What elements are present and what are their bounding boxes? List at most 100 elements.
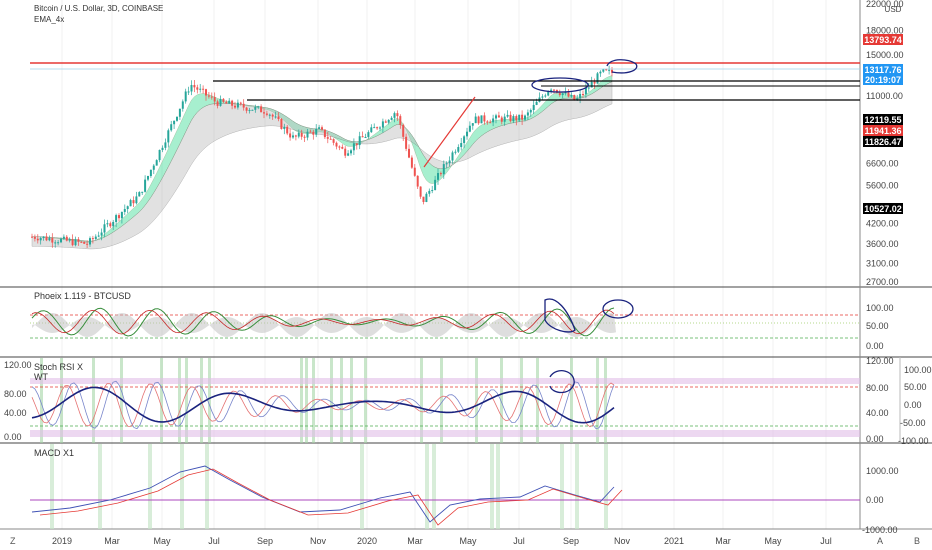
time-axis[interactable]: 2019 Mar May Jul Sep Nov 2020 Mar May Jul Sep Nov 20…	[52, 536, 832, 546]
candle-body	[193, 85, 196, 88]
candle-body	[300, 132, 303, 137]
candle-body	[396, 113, 399, 117]
candle-body	[138, 192, 141, 197]
candle-body	[358, 136, 361, 146]
price-badge	[863, 203, 903, 214]
signal-bar	[40, 358, 43, 443]
candle-body	[147, 176, 149, 180]
price-pane[interactable]	[30, 59, 860, 250]
price-badge-label: 11826.47	[864, 137, 901, 147]
candle-body	[466, 131, 468, 137]
candle-body	[570, 95, 573, 97]
candle-body	[228, 100, 231, 104]
candle-body	[109, 223, 112, 227]
candle-body	[564, 92, 567, 94]
candle-body	[535, 101, 538, 105]
candle-body	[216, 101, 219, 106]
candle-body	[422, 196, 425, 202]
candle-body	[347, 153, 350, 156]
candle-body	[207, 95, 210, 97]
candle-body	[373, 127, 376, 129]
macd-signal-bar	[98, 444, 102, 529]
phoenix-axis-50: 50.00	[866, 321, 889, 331]
candle-body	[550, 89, 553, 92]
candle-body	[196, 87, 199, 90]
candle-body	[445, 163, 448, 165]
trend-line	[423, 96, 476, 168]
candle-body	[173, 120, 176, 125]
candle-body	[286, 126, 289, 134]
time-tick-label: 2020	[357, 536, 377, 546]
candle-body	[158, 149, 161, 161]
candle-body	[48, 238, 51, 241]
candle-body	[526, 112, 529, 116]
wt-axis-minus-100: -100.00	[898, 436, 929, 446]
signal-bar	[536, 358, 539, 443]
candle-body	[170, 124, 173, 131]
price-axis[interactable]: 22000.00 18000.00 15000.00 11000.00 6600.00 5…	[866, 0, 904, 287]
candle-body	[149, 169, 152, 177]
macd-signal-bar	[560, 444, 564, 529]
macd-axis-1000: 1000.00	[866, 466, 899, 476]
stoch-right-axis-120: 120.00	[866, 356, 894, 366]
candle-body	[495, 115, 497, 119]
time-tick-label: 2019	[52, 536, 72, 546]
candle-body	[402, 124, 405, 137]
stoch-right-axis-40: 40.00	[866, 408, 889, 418]
candle-body	[579, 93, 582, 99]
candle-body	[399, 116, 402, 125]
signal-bar	[520, 358, 523, 443]
auto-scale-button[interactable]: A	[877, 536, 883, 546]
price-tick-label: 2700.00	[866, 277, 899, 287]
phoenix-axis-0: 0.00	[866, 341, 884, 351]
candles	[31, 65, 613, 248]
candle-body	[584, 87, 587, 95]
phoenix-axis-100: 100.00	[866, 303, 894, 313]
candle-body	[248, 109, 251, 111]
signal-bar	[305, 358, 308, 443]
zoom-reset-button[interactable]: Z	[10, 536, 16, 546]
candle-body	[390, 117, 393, 120]
candle-body	[506, 114, 509, 117]
candle-body	[318, 127, 321, 129]
candle-body	[135, 196, 138, 204]
phoenix-pane[interactable]: Phoeix 1.119 - BTCUSD 100.00 50.00 0.00	[30, 291, 894, 351]
candle-body	[439, 173, 442, 175]
time-tick-label: May	[153, 536, 171, 546]
time-tick-label: May	[459, 536, 477, 546]
candle-body	[405, 136, 408, 149]
macd-signal-bar	[180, 444, 184, 529]
price-tick-label: 15000.00	[866, 50, 904, 60]
candle-body	[303, 136, 306, 138]
candle-body	[71, 239, 74, 246]
candle-body	[413, 167, 416, 176]
candle-body	[605, 69, 608, 71]
candle-body	[457, 147, 460, 152]
time-tick-label: Sep	[563, 536, 579, 546]
candle-body	[602, 69, 605, 72]
candle-body	[225, 101, 228, 104]
stoch-left-axis-40: 40.00	[4, 408, 27, 418]
candle-body	[83, 241, 86, 244]
price-badge	[863, 125, 903, 136]
candle-body	[355, 143, 358, 146]
candle-body	[576, 98, 579, 100]
candle-body	[410, 157, 413, 168]
candle-body	[65, 236, 68, 241]
candle-body	[190, 85, 193, 92]
candle-body	[379, 127, 381, 129]
stoch-rsi-pane[interactable]: Stoch RSI X WT 80.00 40.00 0.00 120.00 1…	[4, 356, 932, 446]
candle-body	[115, 215, 118, 222]
macd-signal-bar	[575, 444, 579, 529]
candle-body	[608, 69, 611, 71]
candle-body	[31, 236, 33, 238]
price-badge-label: 11941.36	[864, 126, 901, 136]
macd-pane[interactable]: MACD X1 1000.00 0.00 -1000.00	[30, 444, 899, 535]
time-tick-label: Sep	[257, 536, 273, 546]
candle-body	[611, 69, 613, 73]
phoenix-area	[32, 313, 616, 337]
candle-body	[260, 106, 263, 113]
macd-signal-bar	[496, 444, 500, 529]
scale-toggle-button[interactable]: B	[914, 536, 920, 546]
